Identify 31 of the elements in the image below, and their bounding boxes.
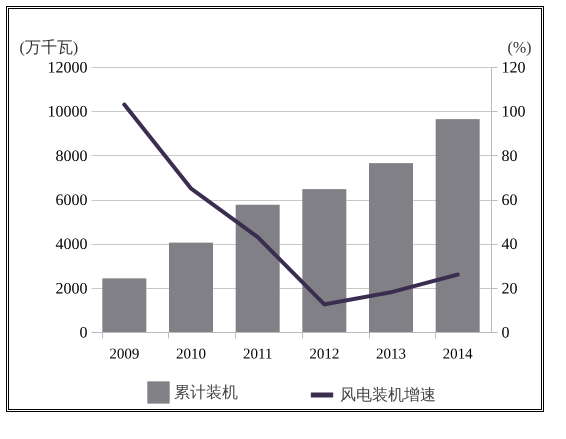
y2-tick-label: 100: [502, 104, 526, 121]
bar: [369, 163, 413, 332]
y-axis-title: (万千瓦): [20, 38, 78, 56]
bar: [436, 119, 480, 332]
y-tick-label: 8000: [56, 148, 88, 165]
y-tick-label: 0: [80, 324, 88, 342]
bar: [302, 189, 346, 332]
x-tick-label: 2014: [442, 346, 474, 362]
legend-label: 风电装机增速: [340, 386, 436, 404]
y2-tick-label: 0: [502, 324, 510, 342]
y2-tick-label: 20: [502, 280, 518, 298]
x-tick-label: 2010: [176, 346, 206, 362]
y-tick-label: 10000: [48, 104, 88, 121]
x-tick-label: 2009: [109, 346, 140, 362]
y2-tick-label: 60: [502, 192, 518, 209]
y2-axis-title: (%): [508, 40, 532, 56]
y2-tick-label: 80: [502, 148, 518, 165]
bar: [236, 204, 280, 332]
y2-tick-label: 120: [502, 60, 526, 76]
x-tick-label: 2012: [309, 346, 340, 362]
y-tick-label: 6000: [56, 192, 88, 209]
y-tick-label: 12000: [48, 60, 88, 76]
line-series: [122, 102, 460, 306]
bar: [102, 278, 146, 332]
y2-tick-label: 40: [502, 236, 518, 254]
y-tick-label: 2000: [56, 280, 88, 298]
x-tick-label: 2013: [376, 346, 406, 362]
y-tick-label: 4000: [56, 236, 88, 254]
bar: [169, 242, 213, 332]
legend-label: 累计装机: [174, 384, 238, 402]
x-tick-label: 2011: [242, 346, 272, 362]
